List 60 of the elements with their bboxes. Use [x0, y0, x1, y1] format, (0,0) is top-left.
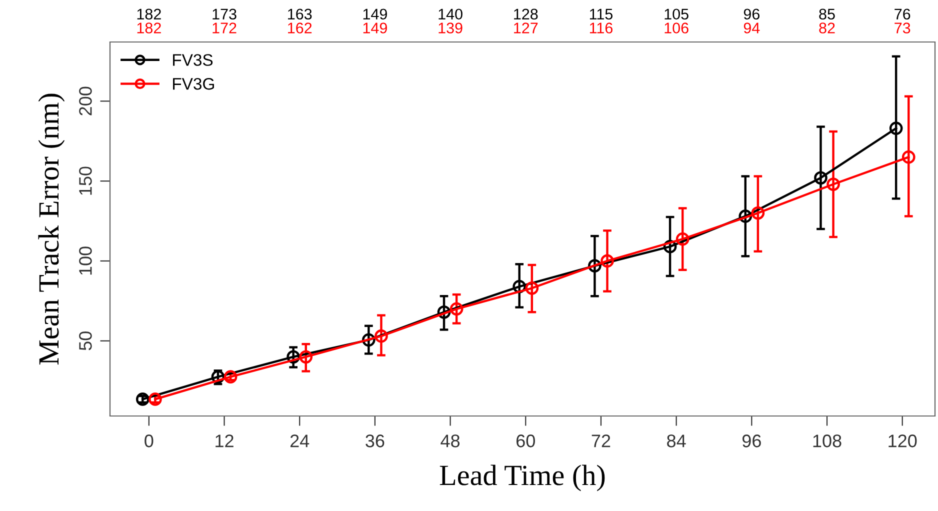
- text: 128: [514, 8, 538, 20]
- point: [902, 150, 916, 164]
- y-tick-label: 200: [79, 86, 92, 116]
- y-tick-label: 100: [79, 246, 92, 275]
- text: 127: [514, 22, 538, 34]
- text: 115: [590, 8, 613, 20]
- point: [738, 210, 752, 223]
- point: [362, 333, 376, 347]
- y-tick-label: 150: [79, 166, 92, 195]
- x-tick-label: 48: [440, 434, 460, 448]
- x-tick-label: 36: [366, 434, 384, 448]
- text: 149: [363, 22, 387, 34]
- text: 105: [664, 8, 688, 20]
- point: [676, 232, 690, 246]
- text: 94: [744, 22, 760, 34]
- y-tick-label: 50: [79, 332, 92, 350]
- text: 149: [363, 8, 387, 20]
- point: [525, 281, 539, 295]
- point: [889, 122, 903, 135]
- point: [751, 206, 765, 220]
- point: [450, 302, 464, 316]
- text: 140: [438, 8, 462, 20]
- x-tick-label: 60: [516, 434, 535, 448]
- text: 82: [819, 22, 835, 34]
- x-tick-label: 120: [888, 434, 917, 448]
- text: 73: [894, 22, 910, 34]
- text: 172: [212, 22, 236, 34]
- point: [374, 329, 388, 343]
- x-tick-label: 24: [290, 434, 310, 448]
- x-tick-label: 0: [144, 434, 154, 448]
- text: 106: [664, 22, 688, 34]
- y-axis-title: Mean Track Error (nm): [38, 94, 65, 365]
- point: [437, 305, 451, 319]
- x-tick-label: 84: [667, 434, 686, 448]
- text: 173: [212, 8, 236, 20]
- text: 116: [590, 22, 612, 34]
- legend-label: FV3G: [173, 78, 214, 90]
- x-axis-title: Lead Time (h): [440, 464, 605, 492]
- point: [600, 254, 614, 268]
- legend-label: FV3S: [173, 54, 213, 66]
- text: 139: [438, 22, 462, 34]
- point: [663, 240, 677, 254]
- text: 76: [894, 8, 910, 20]
- text: 182: [137, 8, 161, 20]
- point: [512, 280, 526, 294]
- text: 96: [744, 8, 760, 20]
- point: [299, 350, 313, 364]
- text: 85: [819, 8, 835, 20]
- text: 163: [288, 8, 312, 20]
- x-tick-label: 72: [592, 434, 610, 448]
- x-tick-label: 96: [742, 434, 761, 448]
- text: 162: [288, 22, 312, 34]
- point: [814, 171, 828, 185]
- point: [224, 370, 238, 384]
- x-tick-label: 12: [216, 434, 234, 448]
- text: 182: [137, 22, 161, 34]
- point: [826, 178, 840, 191]
- x-tick-label: 108: [813, 434, 842, 448]
- point: [286, 350, 300, 364]
- point: [588, 259, 602, 272]
